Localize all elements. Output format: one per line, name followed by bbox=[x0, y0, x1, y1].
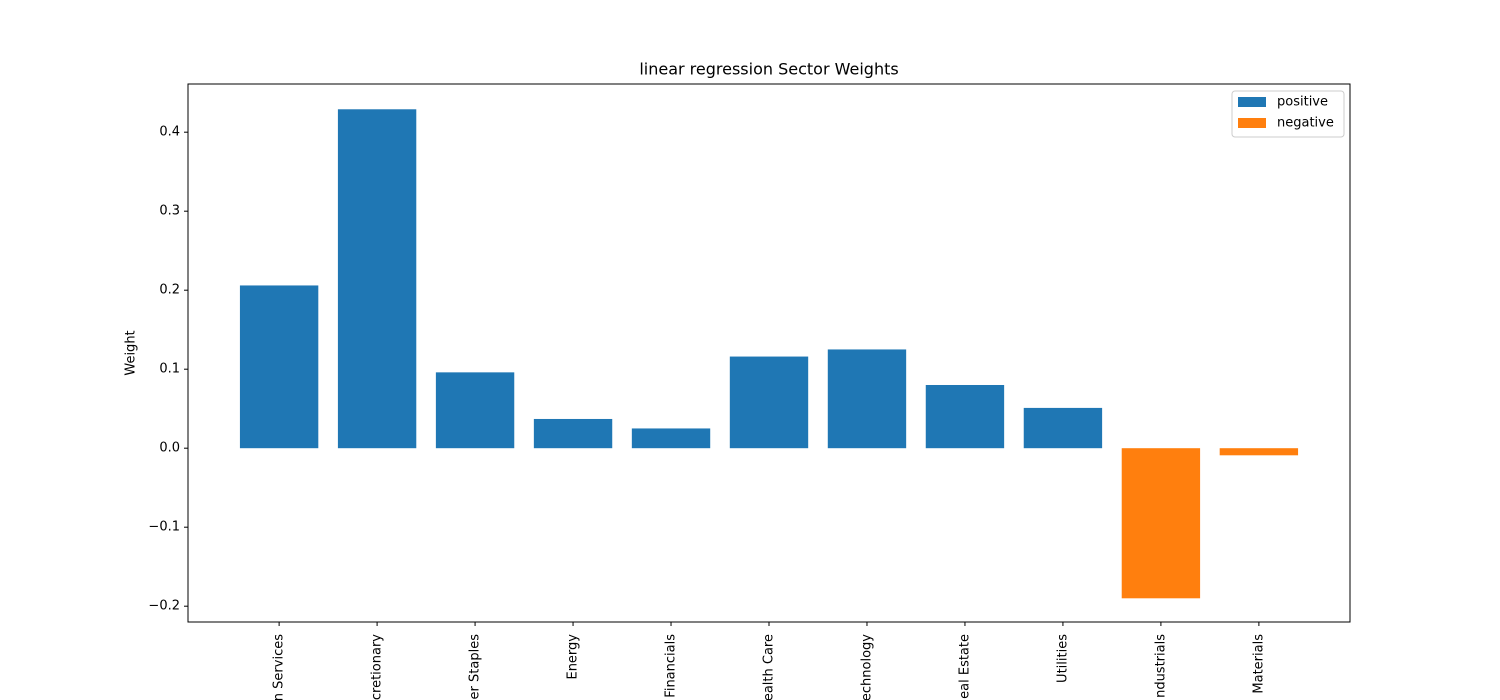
x-tick-label: n Services bbox=[272, 634, 287, 700]
y-axis-label: Weight bbox=[124, 330, 139, 375]
legend-swatch bbox=[1238, 97, 1266, 107]
bar bbox=[827, 349, 907, 449]
x-tick-label: Materials bbox=[1251, 634, 1266, 694]
x-tick-label: ealth Care bbox=[762, 634, 777, 700]
x-tick-label: eal Estate bbox=[957, 634, 972, 699]
y-tick-label: 0.3 bbox=[159, 204, 180, 219]
bar bbox=[925, 384, 1005, 449]
x-tick-label: er Staples bbox=[468, 634, 483, 700]
y-tick-label: −0.2 bbox=[148, 599, 180, 614]
x-tick-label: cretionary bbox=[370, 634, 385, 700]
legend-label: positive bbox=[1277, 95, 1328, 110]
y-tick-label: 0.2 bbox=[159, 283, 180, 298]
chart-title: linear regression Sector Weights bbox=[639, 60, 898, 79]
bar bbox=[729, 356, 809, 449]
bar bbox=[533, 418, 613, 449]
legend-swatch bbox=[1238, 118, 1266, 128]
y-tick-label: 0.0 bbox=[159, 441, 180, 456]
bar bbox=[337, 109, 417, 449]
bar bbox=[435, 372, 515, 449]
bar bbox=[1219, 448, 1299, 456]
y-tick-label: −0.1 bbox=[148, 520, 180, 535]
y-tick-label: 0.4 bbox=[159, 125, 180, 140]
plot-frame bbox=[187, 83, 1351, 623]
bar bbox=[239, 285, 319, 449]
x-tick-label: Financials bbox=[664, 634, 679, 698]
x-tick-label: Utilities bbox=[1055, 634, 1070, 683]
bar bbox=[1121, 448, 1201, 599]
x-tick-label: echnology bbox=[859, 634, 874, 700]
x-tick-label: Energy bbox=[566, 634, 581, 680]
legend-label: negative bbox=[1277, 116, 1334, 131]
bar bbox=[631, 428, 711, 449]
bar bbox=[1023, 407, 1103, 449]
x-tick-label: ndustrials bbox=[1153, 634, 1168, 698]
y-tick-label: 0.1 bbox=[159, 362, 180, 377]
